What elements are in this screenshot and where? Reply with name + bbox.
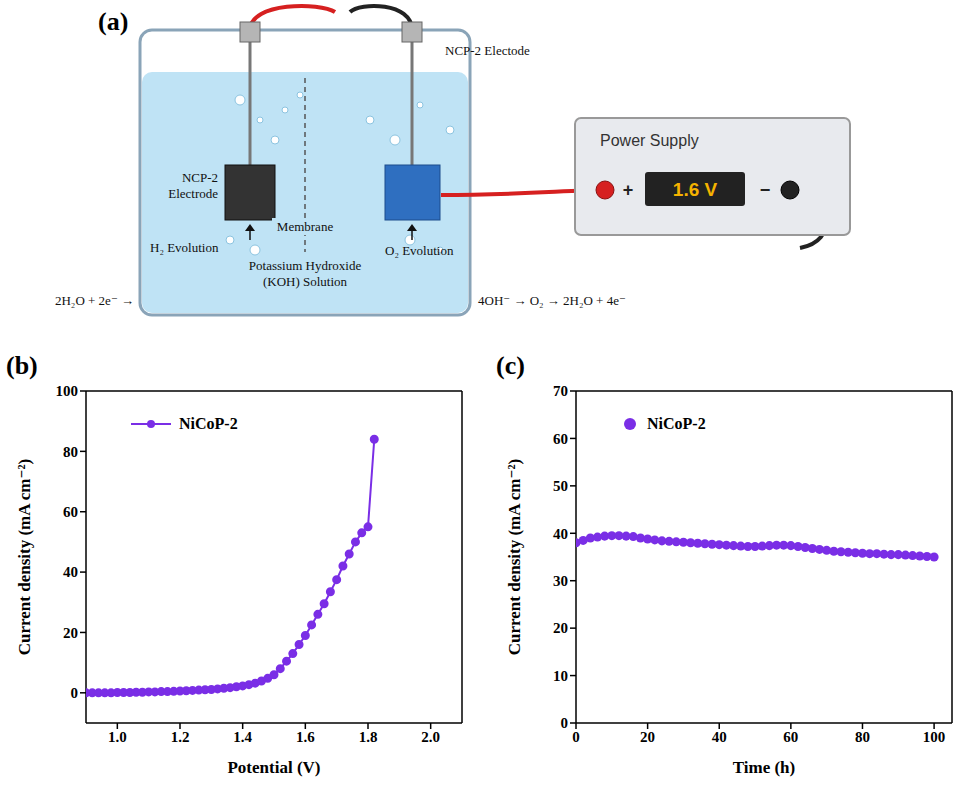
svg-text:1.8: 1.8 [359, 729, 378, 745]
svg-text:100: 100 [56, 383, 79, 399]
svg-text:+: + [623, 180, 634, 200]
svg-text:1.6: 1.6 [296, 729, 315, 745]
svg-text:0: 0 [561, 715, 569, 731]
svg-text:80: 80 [855, 729, 870, 745]
svg-text:80: 80 [63, 444, 78, 460]
svg-text:NCP-2: NCP-2 [182, 170, 218, 185]
svg-text:H₂ Evolution: H₂ Evolution [150, 240, 219, 255]
svg-text:NCP-2 Electode: NCP-2 Electode [445, 43, 530, 58]
svg-text:60: 60 [63, 504, 78, 520]
svg-text:30: 30 [553, 573, 568, 589]
svg-text:50: 50 [553, 478, 568, 494]
svg-text:1.4: 1.4 [233, 729, 252, 745]
svg-text:60: 60 [553, 431, 568, 447]
html-text:(b): (b) [6, 351, 38, 380]
svg-text:40: 40 [63, 564, 78, 580]
svg-text:0: 0 [71, 685, 79, 701]
svg-text:2H₂O + 2e⁻ →: 2H₂O + 2e⁻ → [55, 293, 134, 308]
svg-text:40: 40 [712, 729, 727, 745]
svg-text:20: 20 [63, 625, 78, 641]
svg-text:Potential (V): Potential (V) [227, 758, 320, 777]
svg-text:1.2: 1.2 [171, 729, 190, 745]
svg-text:Power Supply: Power Supply [600, 132, 699, 149]
html-text:NiCoP-2: NiCoP-2 [647, 415, 706, 432]
svg-text:70: 70 [553, 383, 568, 399]
svg-text:Membrane: Membrane [277, 219, 334, 234]
html-text:NiCoP-2: NiCoP-2 [179, 415, 238, 432]
svg-text:60: 60 [783, 729, 798, 745]
svg-text:20: 20 [640, 729, 655, 745]
svg-text:−: − [760, 180, 771, 200]
svg-text:1.6 V: 1.6 V [673, 179, 718, 200]
svg-text:O₂ Evolution: O₂ Evolution [385, 243, 454, 258]
svg-text:0: 0 [572, 729, 580, 745]
svg-text:20: 20 [553, 620, 568, 636]
svg-text:Time (h): Time (h) [733, 758, 796, 777]
svg-text:40: 40 [553, 526, 568, 542]
svg-text:100: 100 [923, 729, 946, 745]
svg-text:4OH⁻ → O₂ → 2H₂O + 4e⁻: 4OH⁻ → O₂ → 2H₂O + 4e⁻ [478, 293, 626, 308]
svg-text:Electrode: Electrode [168, 186, 218, 201]
svg-text:Current density (mA cm⁻²): Current density (mA cm⁻²) [505, 459, 524, 655]
html-text:(c): (c) [496, 351, 525, 380]
svg-text:(KOH) Solution: (KOH) Solution [263, 274, 348, 289]
svg-text:1.0: 1.0 [108, 729, 127, 745]
svg-text:10: 10 [553, 668, 568, 684]
svg-text:(a): (a) [98, 7, 128, 36]
svg-text:2.0: 2.0 [421, 729, 440, 745]
svg-text:Current density (mA cm⁻²): Current density (mA cm⁻²) [15, 459, 34, 655]
svg-text:Potassium Hydroxide: Potassium Hydroxide [249, 258, 362, 273]
